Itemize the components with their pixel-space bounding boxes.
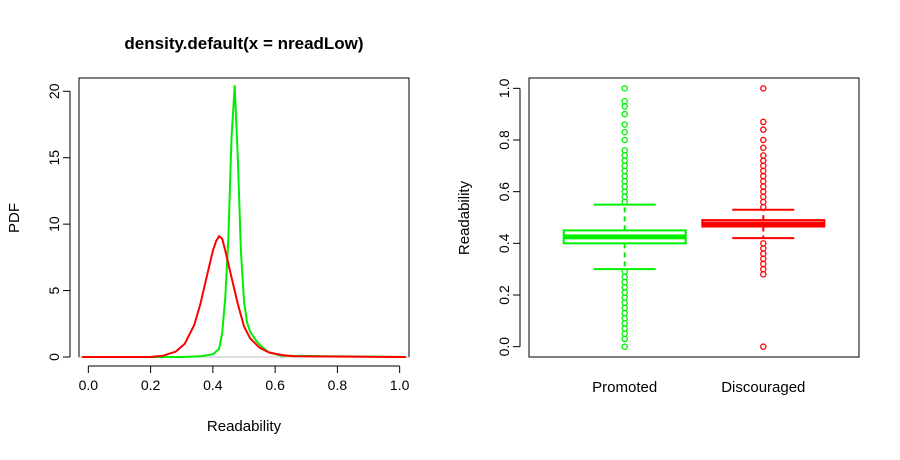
outlier-point xyxy=(621,193,628,201)
y-tick-label: 0.4 xyxy=(496,233,512,253)
boxplot-plot-frame xyxy=(528,77,860,358)
outlier-point xyxy=(760,172,767,180)
y-tick-label: 20 xyxy=(46,83,62,99)
y-tick-label: 15 xyxy=(46,150,62,166)
outlier-point xyxy=(621,320,628,327)
outlier-point xyxy=(621,314,628,322)
outlier-point xyxy=(621,343,628,350)
outlier-point xyxy=(621,157,628,164)
outlier-point xyxy=(621,98,628,105)
outlier-point xyxy=(621,330,628,337)
density-plot-frame xyxy=(78,77,410,358)
outlier-point xyxy=(621,147,628,154)
outlier-point xyxy=(621,162,628,170)
outlier-point xyxy=(621,121,628,128)
density-x-axis: 0.0 0.2 0.4 0.6 0.8 1.0 xyxy=(79,365,410,393)
x-tick-label: 0.0 xyxy=(79,377,99,393)
outlier-point xyxy=(621,273,628,281)
outlier-point xyxy=(621,325,628,332)
outlier-point xyxy=(621,167,628,175)
outlier-point xyxy=(621,278,628,286)
density-line-0 xyxy=(82,85,406,358)
y-tick-label: 0.2 xyxy=(496,285,512,305)
outlier-point xyxy=(621,103,628,110)
boxplot-panel: 0.0 0.2 0.4 0.6 0.8 1.0 Promoted Discouraged R… xyxy=(456,77,860,396)
density-line-1 xyxy=(82,235,406,358)
boxplot-group xyxy=(562,85,826,350)
outlier-point xyxy=(760,167,767,175)
outlier-point xyxy=(760,193,767,201)
outlier-point xyxy=(621,283,628,291)
outlier-point xyxy=(760,85,767,92)
density-panel: density.default(x = nreadLow) 0.0 0.2 0.4 0… xyxy=(6,34,410,435)
outlier-point xyxy=(621,85,628,92)
outlier-point xyxy=(760,152,767,159)
outlier-point xyxy=(760,260,767,268)
x-tick-label: 0.4 xyxy=(203,377,223,393)
outlier-point xyxy=(760,188,767,195)
category-label-promoted: Promoted xyxy=(592,379,657,396)
density-x-axis-label: Readability xyxy=(207,418,282,435)
x-tick-label: 0.6 xyxy=(265,377,285,393)
y-tick-label: 1.0 xyxy=(496,78,512,98)
y-tick-label: 0.8 xyxy=(496,130,512,150)
outlier-point xyxy=(760,157,767,164)
y-tick-label: 0.6 xyxy=(496,182,512,202)
outlier-point xyxy=(621,309,628,317)
outlier-point xyxy=(621,294,628,301)
x-tick-label: 0.2 xyxy=(141,377,161,393)
outlier-point xyxy=(760,178,767,185)
outlier-point xyxy=(621,172,628,180)
outlier-point xyxy=(760,126,767,133)
y-tick-label: 0 xyxy=(46,353,62,361)
outlier-point xyxy=(621,152,628,159)
outlier-point xyxy=(760,245,767,252)
outlier-point xyxy=(760,343,767,350)
outlier-point xyxy=(621,188,628,195)
x-tick-label: 0.8 xyxy=(328,377,348,393)
outlier-point xyxy=(621,268,628,275)
outlier-point xyxy=(621,335,628,343)
boxplot-y-axis: 0.0 0.2 0.4 0.6 0.8 1.0 xyxy=(496,78,521,357)
boxplot-x-axis: Promoted Discouraged xyxy=(592,379,805,396)
outlier-point xyxy=(621,289,628,296)
y-tick-label: 10 xyxy=(46,216,62,232)
density-series-group xyxy=(79,85,409,358)
density-y-axis-label: PDF xyxy=(6,203,23,233)
outlier-point xyxy=(621,304,628,312)
outlier-point xyxy=(760,250,767,257)
x-tick-label: 1.0 xyxy=(390,377,410,393)
outlier-point xyxy=(621,110,628,118)
outlier-point xyxy=(621,136,628,144)
outlier-point xyxy=(621,183,628,190)
box-promoted xyxy=(562,85,687,350)
outlier-point xyxy=(760,118,767,126)
outlier-point xyxy=(760,198,767,206)
y-tick-label: 5 xyxy=(46,286,62,294)
box-discouraged xyxy=(701,85,826,350)
outlier-point xyxy=(760,240,767,247)
density-chart-title: density.default(x = nreadLow) xyxy=(124,34,363,53)
outlier-point xyxy=(760,183,767,190)
y-tick-label: 0.0 xyxy=(496,337,512,357)
outlier-point xyxy=(760,136,767,144)
outlier-point xyxy=(760,144,767,151)
outlier-point xyxy=(760,265,767,273)
outlier-point xyxy=(621,178,628,185)
outlier-point xyxy=(621,299,628,306)
outlier-point xyxy=(621,128,628,136)
category-label-discouraged: Discouraged xyxy=(721,379,805,396)
outlier-point xyxy=(760,255,767,263)
density-y-axis: 0 5 10 15 20 xyxy=(46,83,71,361)
outlier-point xyxy=(760,271,767,278)
outlier-point xyxy=(760,162,767,170)
boxplot-y-axis-label: Readability xyxy=(456,180,473,255)
